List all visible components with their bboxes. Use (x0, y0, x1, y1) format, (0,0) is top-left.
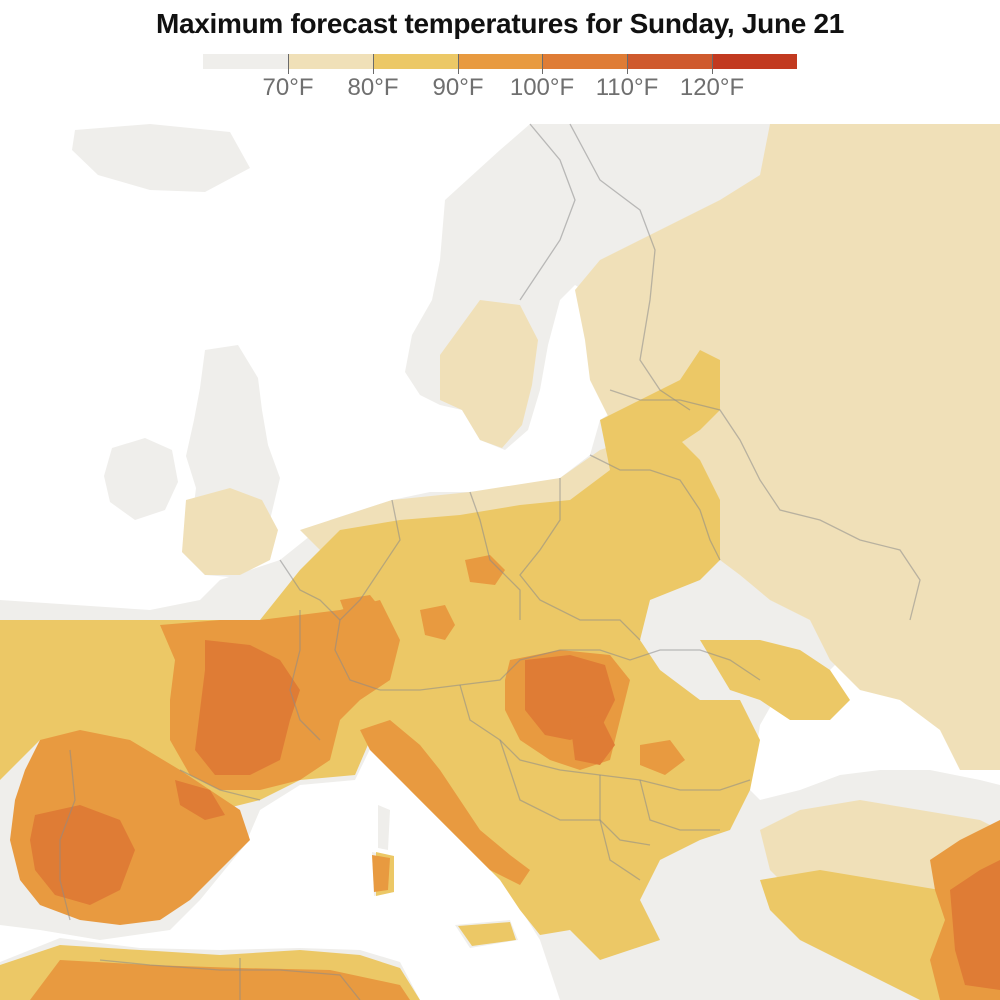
legend-label-110: 110°F (595, 74, 659, 101)
legend-swatch-80-90 (372, 54, 458, 69)
legend-label-100: 100°F (509, 74, 575, 101)
legend-tick (712, 54, 713, 74)
legend-color-bar (203, 54, 798, 69)
temperature-legend: 70°F 80°F 90°F 100°F 110°F 120°F (203, 54, 798, 102)
legend-label-70: 70°F (262, 74, 314, 101)
legend-tick (542, 54, 543, 74)
legend-tick (288, 54, 289, 74)
temperature-map (0, 123, 1000, 1000)
map-title: Maximum forecast temperatures for Sunday… (155, 8, 845, 39)
legend-label-120: 120°F (679, 74, 745, 101)
legend-tick (627, 54, 628, 74)
legend-swatch-100-110 (542, 54, 628, 69)
legend-swatch-below-70 (203, 54, 288, 69)
legend-label-90: 90°F (432, 74, 484, 101)
band-100-110 (30, 640, 1000, 990)
band-70-80 (182, 124, 1000, 930)
country-borders (59, 123, 921, 1000)
legend-tick (373, 54, 374, 74)
legend-tick (458, 54, 459, 74)
legend-label-80: 80°F (347, 74, 399, 101)
legend-swatch-90-100 (457, 54, 543, 69)
legend-swatch-above-120 (712, 54, 798, 69)
legend-swatch-110-120 (627, 54, 713, 69)
legend-swatch-70-80 (287, 54, 373, 69)
